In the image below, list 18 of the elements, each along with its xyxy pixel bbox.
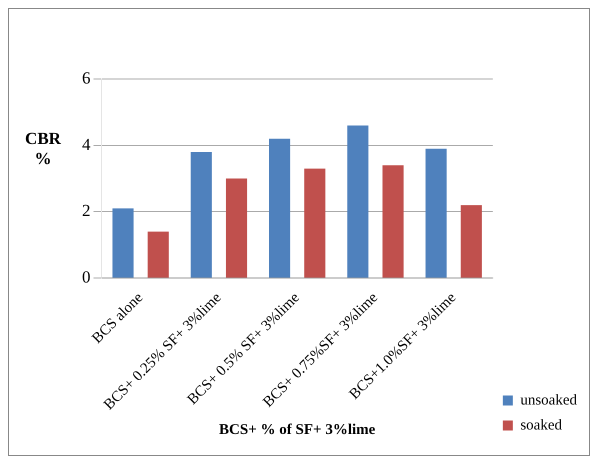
legend-label: soaked (520, 417, 562, 434)
bar (426, 148, 447, 278)
y-axis-title: CBR % (24, 129, 62, 169)
x-axis-title: BCS+ % of SF+ 3%lime (219, 422, 376, 438)
bar (382, 165, 404, 278)
y-tick-label: 2 (82, 201, 90, 220)
bar (304, 168, 326, 278)
bar (148, 232, 169, 278)
bar (112, 208, 134, 278)
legend-label: unsoaked (520, 392, 578, 408)
bar (226, 178, 248, 278)
bar (268, 138, 290, 278)
bar (347, 125, 368, 278)
y-tick-label: 4 (82, 134, 91, 154)
bar (460, 205, 482, 278)
y-tick-label: 6 (82, 68, 90, 88)
y-tick-label: 0 (82, 268, 90, 287)
bar (190, 152, 212, 278)
